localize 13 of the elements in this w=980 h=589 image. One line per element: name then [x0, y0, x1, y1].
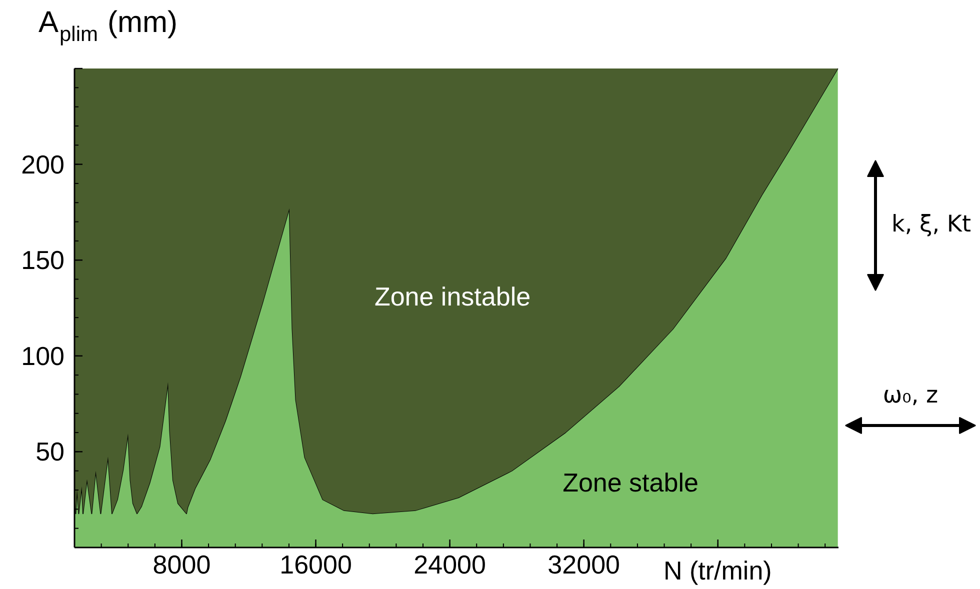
text: k, ξ, Kt [892, 212, 971, 238]
y-tick-label: 50 [36, 436, 64, 467]
x-axis-title: N (tr/min) [664, 556, 772, 586]
y-tick-label: 100 [21, 340, 65, 371]
x-tick-label: 32000 [548, 550, 620, 580]
annotation: Zone instable [374, 282, 531, 312]
text: ω₀, z [882, 382, 938, 408]
x-tick-label: 16000 [280, 550, 352, 580]
annotation: Zone stable [562, 468, 698, 498]
x-tick-label: 24000 [414, 550, 486, 580]
y-tick-label: 200 [21, 149, 65, 180]
y-tick-label: 150 [21, 245, 65, 276]
x-tick-label: 8000 [152, 550, 211, 580]
